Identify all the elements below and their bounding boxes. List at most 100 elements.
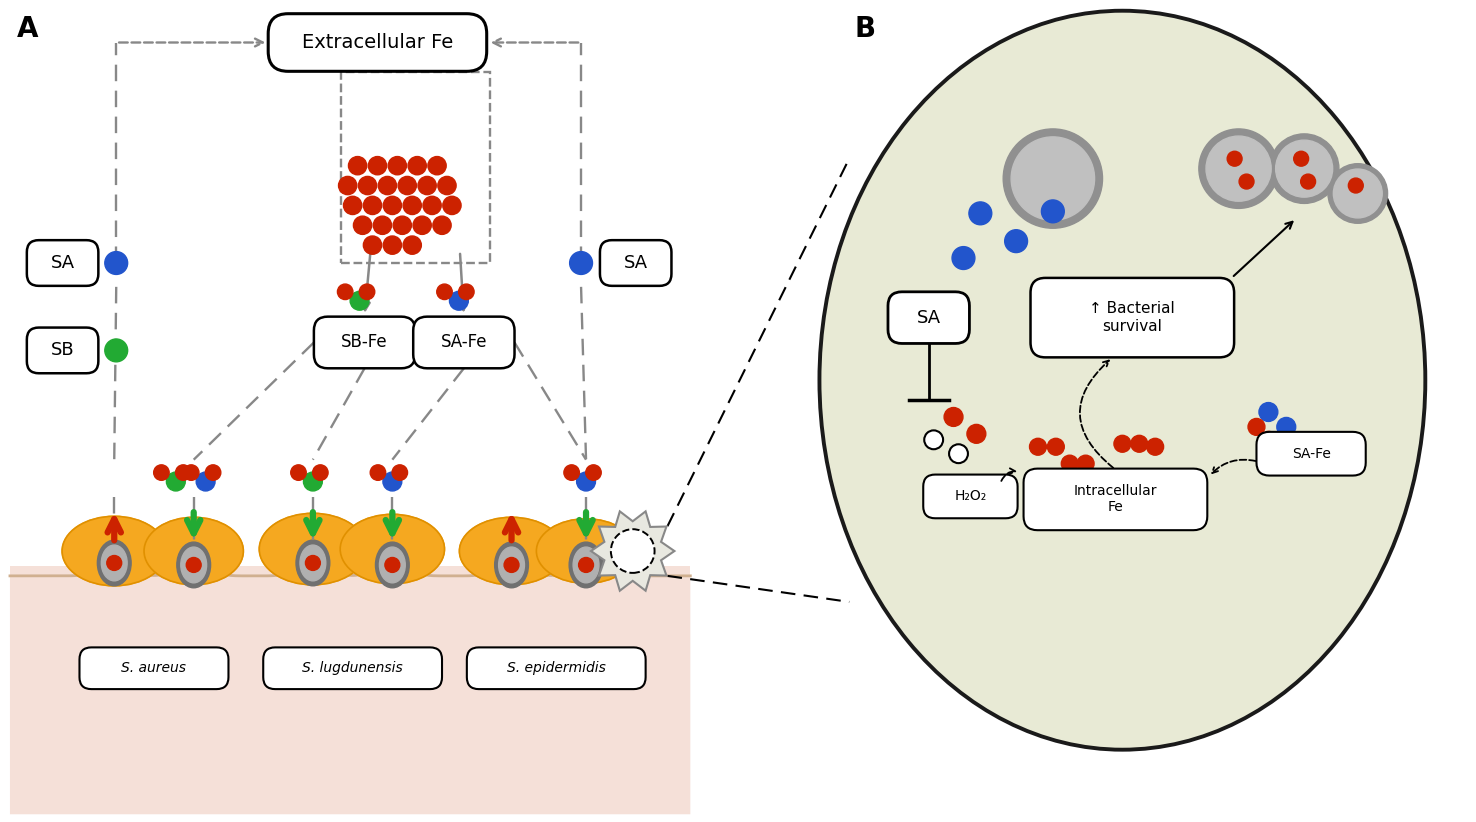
Circle shape xyxy=(1005,229,1027,252)
Circle shape xyxy=(1030,438,1046,455)
Circle shape xyxy=(1199,129,1278,209)
Ellipse shape xyxy=(62,516,167,586)
Circle shape xyxy=(1269,134,1339,203)
Circle shape xyxy=(967,424,986,443)
Circle shape xyxy=(459,284,474,299)
Circle shape xyxy=(1011,137,1095,220)
Ellipse shape xyxy=(297,540,329,586)
Circle shape xyxy=(403,236,421,254)
Text: S. lugdunensis: S. lugdunensis xyxy=(303,661,403,675)
Ellipse shape xyxy=(339,515,444,584)
Circle shape xyxy=(313,464,328,480)
Circle shape xyxy=(1048,438,1064,455)
Circle shape xyxy=(968,202,992,224)
Ellipse shape xyxy=(819,11,1426,750)
Circle shape xyxy=(393,464,407,480)
Circle shape xyxy=(304,472,322,491)
Circle shape xyxy=(384,236,401,254)
Circle shape xyxy=(385,557,400,572)
Circle shape xyxy=(1294,151,1309,166)
Circle shape xyxy=(1333,169,1382,218)
Circle shape xyxy=(196,472,215,491)
Circle shape xyxy=(359,177,376,195)
Ellipse shape xyxy=(177,542,211,588)
FancyBboxPatch shape xyxy=(924,474,1017,518)
Ellipse shape xyxy=(102,545,127,581)
FancyBboxPatch shape xyxy=(413,316,515,368)
Ellipse shape xyxy=(300,545,326,581)
Ellipse shape xyxy=(570,542,602,588)
Circle shape xyxy=(586,464,601,480)
Text: A: A xyxy=(16,15,38,43)
Ellipse shape xyxy=(145,517,244,584)
Circle shape xyxy=(393,216,412,234)
Circle shape xyxy=(344,196,362,215)
Circle shape xyxy=(1004,129,1103,229)
Circle shape xyxy=(106,556,121,570)
FancyBboxPatch shape xyxy=(1023,469,1207,530)
Ellipse shape xyxy=(260,513,366,584)
Circle shape xyxy=(450,291,468,310)
Text: Intracellular
Fe: Intracellular Fe xyxy=(1073,484,1157,515)
Circle shape xyxy=(579,557,593,572)
Circle shape xyxy=(443,196,461,215)
FancyBboxPatch shape xyxy=(80,648,229,689)
Circle shape xyxy=(363,236,382,254)
Circle shape xyxy=(432,216,452,234)
Circle shape xyxy=(369,156,387,175)
Circle shape xyxy=(952,247,974,270)
FancyBboxPatch shape xyxy=(263,648,441,689)
Circle shape xyxy=(350,291,369,310)
Circle shape xyxy=(577,472,595,491)
Circle shape xyxy=(205,464,221,480)
Ellipse shape xyxy=(573,547,599,583)
FancyBboxPatch shape xyxy=(466,648,645,689)
Circle shape xyxy=(399,177,416,195)
Circle shape xyxy=(1042,200,1064,223)
Text: SA-Fe: SA-Fe xyxy=(441,334,487,352)
FancyBboxPatch shape xyxy=(1030,278,1234,358)
Circle shape xyxy=(348,156,366,175)
Text: S. aureus: S. aureus xyxy=(121,661,186,675)
Text: S. epidermidis: S. epidermidis xyxy=(506,661,605,675)
Ellipse shape xyxy=(180,547,207,583)
Circle shape xyxy=(1227,151,1243,166)
Text: SA: SA xyxy=(50,254,75,272)
Circle shape xyxy=(1275,140,1333,197)
Circle shape xyxy=(413,216,431,234)
Circle shape xyxy=(384,196,401,215)
Ellipse shape xyxy=(97,540,131,586)
Ellipse shape xyxy=(494,542,528,588)
Circle shape xyxy=(167,472,186,491)
Circle shape xyxy=(1206,136,1271,201)
Circle shape xyxy=(945,408,962,427)
Circle shape xyxy=(437,284,452,299)
Ellipse shape xyxy=(536,519,636,584)
Circle shape xyxy=(183,464,199,480)
Circle shape xyxy=(424,196,441,215)
Circle shape xyxy=(1147,438,1163,455)
FancyBboxPatch shape xyxy=(27,240,99,286)
Circle shape xyxy=(1249,418,1265,436)
Text: B: B xyxy=(855,15,875,43)
Ellipse shape xyxy=(459,517,564,584)
Circle shape xyxy=(611,529,654,573)
Circle shape xyxy=(186,557,201,572)
Circle shape xyxy=(1238,174,1255,189)
Text: ↑ Bacterial
survival: ↑ Bacterial survival xyxy=(1089,302,1175,334)
Circle shape xyxy=(373,216,391,234)
Circle shape xyxy=(382,472,401,491)
Circle shape xyxy=(370,464,385,480)
Text: SA: SA xyxy=(624,254,648,272)
Circle shape xyxy=(418,177,437,195)
Circle shape xyxy=(338,177,357,195)
Circle shape xyxy=(1061,455,1077,472)
Circle shape xyxy=(176,464,190,480)
Circle shape xyxy=(1349,178,1364,193)
Circle shape xyxy=(1077,455,1094,472)
Circle shape xyxy=(438,177,456,195)
Ellipse shape xyxy=(499,547,524,583)
Circle shape xyxy=(1131,436,1148,452)
FancyBboxPatch shape xyxy=(889,292,970,344)
Circle shape xyxy=(1278,441,1294,458)
